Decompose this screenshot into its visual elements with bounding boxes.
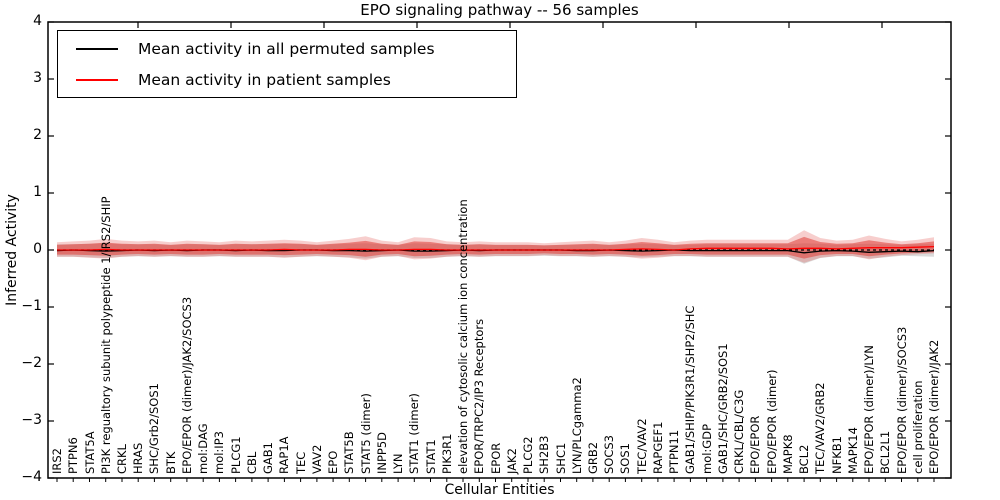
y-tick-label: 0 [33, 241, 42, 257]
x-tick-label: LYN/PLCgamma2 [569, 377, 584, 474]
legend-item-permuted: Mean activity in all permuted samples [58, 33, 516, 64]
legend-line-red-icon [76, 78, 118, 81]
x-tick-label: RAP1A [277, 436, 292, 474]
x-tick-label: mol:IP3 [212, 431, 227, 474]
x-tick-label: EPO/EPOR (dimer)/SOCS3 [894, 326, 909, 474]
x-tick-label: BTK [163, 451, 178, 474]
x-tick-label: TEC/VAV2/GRB2 [813, 382, 828, 474]
x-tick-label: CBL [244, 451, 259, 474]
y-tick-label: 4 [33, 13, 42, 29]
x-tick-label: BCL2 [797, 444, 812, 474]
legend: Mean activity in all permuted samples Me… [57, 30, 517, 98]
x-tick-label: NFKB1 [829, 436, 844, 474]
x-tick-label: STAT5 (dimer) [358, 393, 373, 474]
x-tick-label: EPO/EPOR (dimer)/LYN [862, 345, 876, 474]
x-tick-label: INPP5D [374, 431, 389, 474]
x-tick-label: MAPK8 [780, 434, 795, 474]
x-tick-label: STAT1 (dimer) [407, 393, 422, 474]
x-tick-label: GRB2 [585, 441, 600, 474]
x-tick-label: SHC/Grb2/SOS1 [147, 383, 162, 474]
x-tick-label: mol:GDP [699, 423, 714, 474]
x-tick-label: STAT5B [342, 431, 357, 474]
x-tick-label: PLCG2 [521, 436, 535, 474]
x-tick-label: RAPGEF1 [650, 421, 665, 474]
y-tick-label: −2 [21, 355, 42, 371]
y-tick-label: 1 [33, 184, 42, 200]
x-tick-label: IRS2 [50, 448, 64, 474]
x-tick-label: PTPN11 [667, 429, 682, 474]
y-tick-label: −4 [21, 469, 42, 485]
x-tick-label: SOCS3 [602, 435, 617, 474]
x-tick-label: GAB1 [261, 442, 276, 474]
x-tick-label: PI3K regualtory subunit polypeptide 1/IR… [98, 196, 113, 474]
x-tick-label: BCL2L1 [878, 430, 893, 474]
x-tick-label: GAB1/SHC/GRB2/SOS1 [715, 343, 730, 474]
x-tick-label: EPO/EPOR (dimer) [764, 369, 779, 475]
x-tick-label: SHC1 [553, 442, 568, 474]
x-axis-label: Cellular Entities [444, 482, 555, 498]
x-tick-label: JAK2 [504, 448, 519, 474]
x-tick-label: SOS1 [618, 443, 633, 474]
legend-line-black-icon [76, 47, 118, 50]
y-tick-label: 3 [33, 70, 42, 86]
x-tick-label: EPO/EPOR [748, 415, 763, 474]
x-tick-label: CRKL/CBL/C3G [732, 389, 747, 474]
y-tick-label: −1 [21, 298, 42, 314]
x-tick-label: TEC/VAV2 [634, 418, 649, 474]
x-tick-label: CRKL [115, 444, 129, 474]
x-tick-label: PIK3R1 [439, 433, 454, 475]
y-tick-label: −3 [21, 412, 42, 428]
chart-title: EPO signaling pathway -- 56 samples [360, 1, 639, 19]
x-tick-label: elevation of cytosolic calcium ion conce… [456, 199, 470, 474]
x-tick-label: EPO [326, 450, 341, 474]
y-tick-label: 2 [33, 127, 42, 143]
x-tick-label: STAT5A [82, 431, 97, 474]
x-tick-label: VAV2 [309, 444, 324, 474]
x-tick-label: MAPK14 [845, 427, 860, 474]
x-tick-label: LYN [391, 453, 406, 474]
x-tick-label: GAB1/SHIP/PIK3R1/SHP2/SHC [683, 305, 698, 474]
x-tick-label: EPOR/TRPC2/IP3 Receptors [472, 318, 487, 474]
legend-item-patient: Mean activity in patient samples [58, 64, 516, 95]
x-tick-label: PLCG1 [228, 436, 243, 474]
x-tick-label: PTPN6 [66, 437, 81, 474]
x-tick-label: mol:DAG [196, 423, 211, 474]
legend-label-patient: Mean activity in patient samples [138, 70, 391, 89]
legend-label-permuted: Mean activity in all permuted samples [138, 39, 435, 58]
x-tick-label: SH2B3 [537, 435, 552, 474]
x-tick-label: EPO/EPOR (dimer)/JAK2/SOCS3 [179, 296, 194, 474]
x-tick-label: HRAS [131, 442, 146, 474]
x-tick-label: TEC [293, 451, 308, 474]
x-tick-label: EPOR [488, 442, 503, 474]
x-tick-label: EPO/EPOR (dimer)/JAK2 [927, 339, 941, 474]
x-tick-label: cell proliferation [910, 380, 925, 474]
x-tick-label: STAT1 [423, 439, 438, 474]
